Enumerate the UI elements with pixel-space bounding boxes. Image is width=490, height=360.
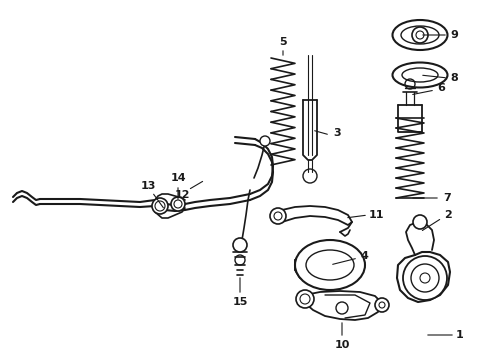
- Text: 4: 4: [360, 251, 368, 261]
- Ellipse shape: [392, 20, 447, 50]
- Circle shape: [171, 197, 185, 211]
- Text: 13: 13: [140, 181, 156, 191]
- Text: 14: 14: [170, 173, 186, 183]
- Text: 8: 8: [450, 73, 458, 83]
- Text: 3: 3: [333, 128, 341, 138]
- Ellipse shape: [295, 240, 365, 290]
- Circle shape: [270, 208, 286, 224]
- Text: 12: 12: [174, 190, 190, 200]
- Text: 6: 6: [437, 83, 445, 93]
- Text: 1: 1: [456, 330, 464, 340]
- Circle shape: [413, 215, 427, 229]
- Circle shape: [296, 290, 314, 308]
- Circle shape: [260, 136, 270, 146]
- Text: 11: 11: [368, 210, 384, 220]
- Circle shape: [152, 198, 168, 214]
- Circle shape: [233, 238, 247, 252]
- Text: 15: 15: [232, 297, 247, 307]
- Circle shape: [403, 256, 447, 300]
- Text: 7: 7: [443, 193, 451, 203]
- Ellipse shape: [392, 63, 447, 87]
- Circle shape: [336, 302, 348, 314]
- Text: 10: 10: [334, 340, 350, 350]
- Text: 5: 5: [279, 37, 287, 47]
- Circle shape: [375, 298, 389, 312]
- Text: 9: 9: [450, 30, 458, 40]
- Circle shape: [412, 27, 428, 43]
- Text: 2: 2: [444, 210, 452, 220]
